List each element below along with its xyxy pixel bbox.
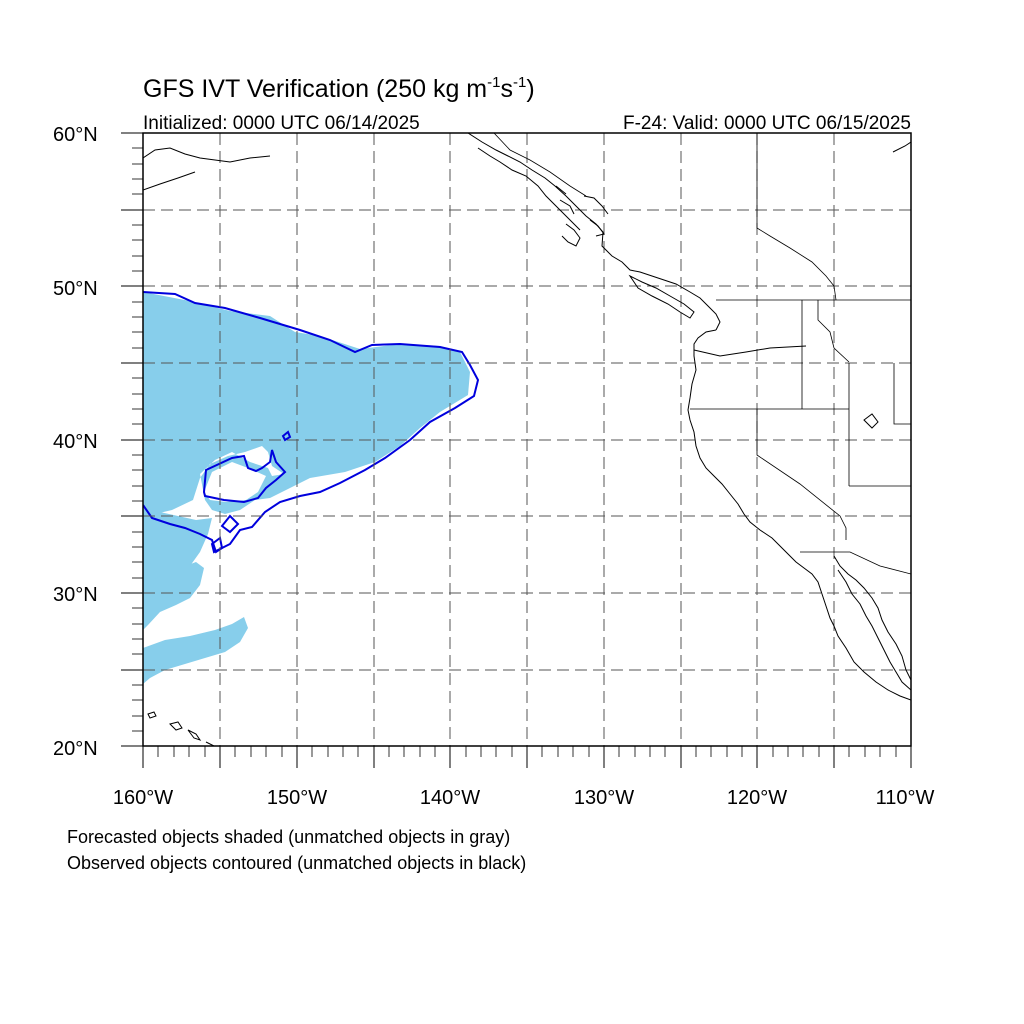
coastline-vancouver-island <box>628 274 695 319</box>
lake-great-salt <box>863 413 879 429</box>
border-bc-alberta <box>756 133 837 301</box>
lat-labels: 60°N 50°N 40°N 30°N 20°N <box>53 124 98 760</box>
tick-marks <box>121 132 912 768</box>
coastline-alaska-bc <box>467 133 721 331</box>
coastline-north-edge <box>143 147 271 191</box>
coastlines <box>143 133 911 746</box>
lon-label: 150°W <box>267 787 327 809</box>
lon-label: 140°W <box>420 787 480 809</box>
lat-label: 20°N <box>53 738 98 760</box>
political-boundaries <box>493 133 911 575</box>
coastline-alaska-islands <box>477 147 609 247</box>
border-states <box>690 300 911 575</box>
forecast-object-south <box>143 508 212 584</box>
initialized-label: Initialized: 0000 UTC 06/14/2025 <box>143 113 420 134</box>
observed-object-islets <box>210 514 240 554</box>
observed-note: Observed objects contoured (unmatched ob… <box>67 853 526 873</box>
figure-title: GFS IVT Verification (250 kg m-1s-1) <box>143 74 535 103</box>
forecast-objects <box>143 292 470 684</box>
coastline-baja-gulf <box>833 555 911 691</box>
river-columbia <box>693 345 807 357</box>
forecast-note: Forecasted objects shaded (unmatched obj… <box>67 827 510 847</box>
minor-ticks <box>132 147 897 757</box>
coastline-hudson-edge <box>892 141 911 153</box>
coastline-west-us <box>687 329 911 701</box>
lon-label: 130°W <box>574 787 634 809</box>
observed-object-small <box>281 430 292 442</box>
lon-label: 120°W <box>727 787 787 809</box>
coastline-hawaii <box>147 711 215 746</box>
lat-label: 40°N <box>53 431 98 453</box>
lon-label: 110°W <box>876 787 935 809</box>
lon-labels: 160°W 150°W 140°W 130°W 120°W 110°W <box>113 787 935 809</box>
border-alaska-canada <box>493 133 587 197</box>
observed-objects <box>143 291 480 554</box>
observed-object-main <box>143 291 480 554</box>
lat-label: 60°N <box>53 124 98 146</box>
forecast-object-southwest <box>143 562 204 630</box>
lon-label: 160°W <box>113 787 173 809</box>
graticule <box>143 133 911 746</box>
lat-label: 30°N <box>53 584 98 606</box>
valid-time-label: F-24: Valid: 0000 UTC 06/15/2025 <box>623 113 911 134</box>
lat-label: 50°N <box>53 278 98 300</box>
forecast-object-main <box>143 292 470 514</box>
forecast-object-tropical <box>143 617 248 684</box>
